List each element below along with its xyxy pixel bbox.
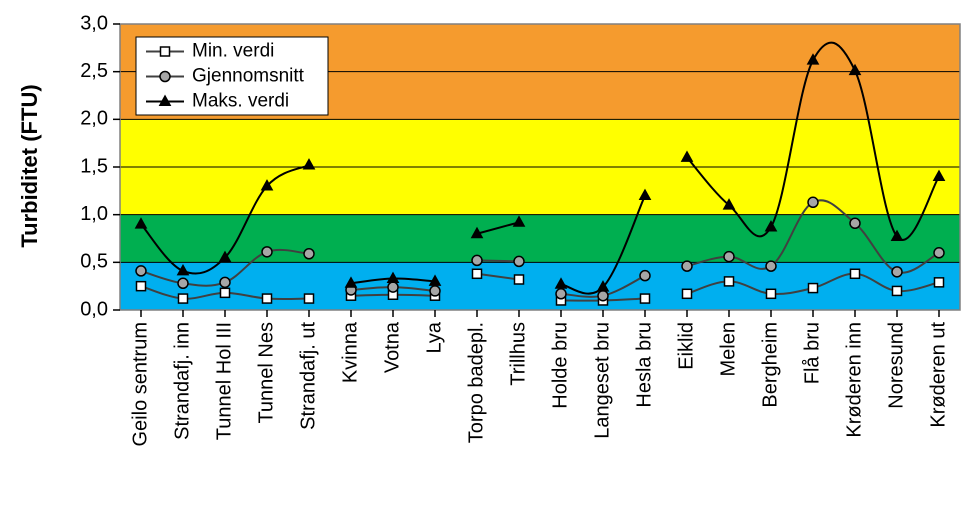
avg-marker — [514, 256, 524, 266]
avg-marker — [850, 218, 860, 228]
avg-marker — [808, 197, 818, 207]
x-tick-label: Tunnel Nes — [255, 322, 277, 424]
avg-marker — [892, 267, 902, 277]
x-tick-label: Flå bru — [801, 322, 823, 384]
avg-marker — [934, 248, 944, 258]
x-tick-label: Bergheim — [759, 322, 781, 408]
avg-marker — [220, 277, 230, 287]
x-tick-label: Votna — [381, 321, 403, 373]
min-marker — [767, 289, 776, 298]
legend-label: Gjennomsnitt — [192, 66, 305, 87]
x-tick-label: Strandafj. ut — [297, 322, 319, 430]
x-tick-label: Krøderen ut — [927, 322, 949, 428]
y-tick-label: 2,0 — [80, 108, 108, 130]
avg-marker — [556, 289, 566, 299]
y-tick-label: 3,0 — [80, 12, 108, 34]
min-marker — [641, 294, 650, 303]
x-tick-label: Tunnel Hol III — [213, 322, 235, 440]
min-marker — [893, 286, 902, 295]
x-tick-label: Strandafj. inn — [171, 322, 193, 440]
min-marker — [179, 294, 188, 303]
x-tick-label: Holde bru — [549, 322, 571, 409]
x-tick-label: Langeset bru — [591, 322, 613, 439]
y-tick-label: 1,0 — [80, 203, 108, 225]
avg-marker — [682, 261, 692, 271]
avg-marker — [136, 266, 146, 276]
avg-marker — [160, 72, 170, 82]
min-marker — [725, 277, 734, 286]
y-tick-label: 2,5 — [80, 60, 108, 82]
min-marker — [809, 284, 818, 293]
x-tick-label: Krøderen inn — [843, 322, 865, 438]
x-tick-label: Kvinna — [339, 321, 361, 383]
legend-label: Maks. verdi — [192, 91, 289, 112]
x-tick-label: Noresund — [885, 322, 907, 409]
y-axis-title: Turbiditet (FTU) — [17, 23, 43, 309]
y-tick-label: 0,0 — [80, 298, 108, 320]
avg-marker — [430, 286, 440, 296]
min-marker — [851, 269, 860, 278]
y-tick-label: 0,5 — [80, 251, 108, 273]
avg-marker — [178, 278, 188, 288]
quality-band — [120, 262, 960, 310]
avg-marker — [640, 271, 650, 281]
min-marker — [305, 294, 314, 303]
min-marker — [161, 47, 170, 56]
avg-marker — [598, 291, 608, 301]
x-tick-label: Geilo sentrum — [129, 322, 151, 447]
min-marker — [683, 289, 692, 298]
avg-marker — [388, 282, 398, 292]
x-tick-label: Lya — [423, 321, 445, 353]
min-marker — [137, 282, 146, 291]
avg-marker — [472, 255, 482, 265]
legend-label: Min. verdi — [192, 41, 274, 62]
x-tick-label: Melen — [717, 322, 739, 376]
x-tick-label: Trillhus — [507, 322, 529, 386]
x-tick-label: Eiklid — [675, 322, 697, 370]
min-marker — [935, 278, 944, 287]
avg-marker — [262, 247, 272, 257]
turbidity-chart: 0,0 0,5 1,0 1,5 2,0 2,5 3,0 Geilo sentrum Strand… — [0, 0, 976, 514]
min-marker — [473, 269, 482, 278]
min-marker — [515, 275, 524, 284]
avg-marker — [724, 252, 734, 262]
x-tick-label: Torpo badepl. — [465, 322, 487, 443]
min-marker — [263, 294, 272, 303]
x-tick-label: Hesla bru — [633, 322, 655, 408]
avg-line — [477, 260, 519, 261]
avg-marker — [304, 249, 314, 259]
min-marker — [221, 288, 230, 297]
avg-marker — [766, 261, 776, 271]
y-tick-label: 1,5 — [80, 155, 108, 177]
chart-container: 0,0 0,5 1,0 1,5 2,0 2,5 3,0 Geilo sentrum Strand… — [0, 0, 976, 514]
